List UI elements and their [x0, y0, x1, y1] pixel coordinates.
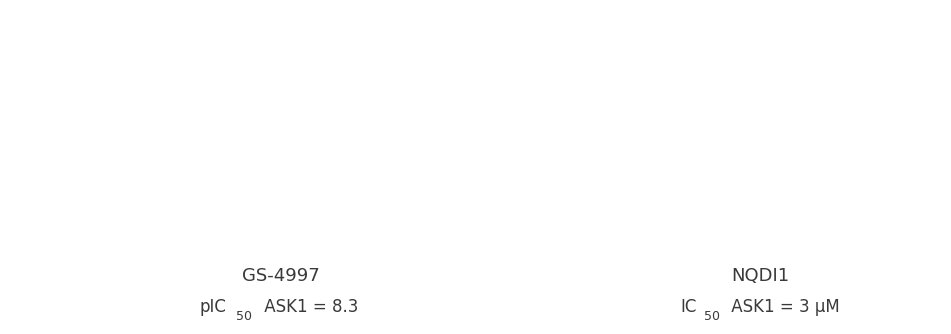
Text: ASK1 = 3 μM: ASK1 = 3 μM — [726, 298, 840, 316]
Text: NQDI1: NQDI1 — [731, 267, 790, 285]
Text: pIC: pIC — [200, 298, 226, 316]
Text: GS-4997: GS-4997 — [242, 267, 320, 285]
Text: IC: IC — [680, 298, 696, 316]
Text: 50: 50 — [704, 310, 720, 323]
Text: ASK1 = 8.3: ASK1 = 8.3 — [259, 298, 358, 316]
Text: 50: 50 — [236, 310, 252, 323]
